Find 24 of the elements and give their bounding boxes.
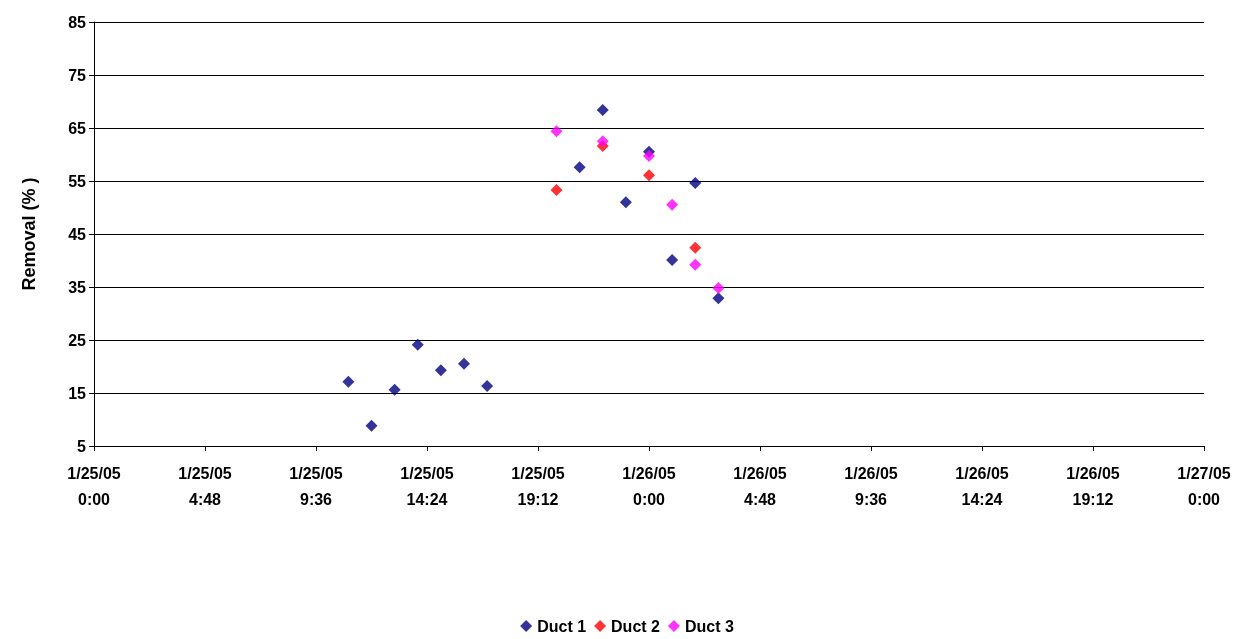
x-tick-label: 1/26/05 4:48 — [733, 464, 787, 508]
y-tick-label: 15 — [68, 384, 87, 402]
x-tick-label: 1/26/05 9:36 — [844, 464, 898, 508]
x-tick-label: 1/25/05 0:00 — [67, 464, 121, 508]
x-tick-label: 1/26/05 0:00 — [622, 464, 676, 508]
y-tick-label: 75 — [68, 66, 87, 84]
y-tick-label: 5 — [77, 437, 87, 455]
y-tick-label: 45 — [68, 225, 87, 243]
y-tick-label: 65 — [68, 119, 87, 137]
x-tick-label: 1/26/05 14:24 — [955, 464, 1009, 508]
y-tick-label: 25 — [68, 331, 87, 349]
y-axis-title: Removal (% ) — [19, 177, 39, 291]
y-tick-label: 35 — [68, 278, 87, 296]
x-tick-label: 1/27/05 0:00 — [1177, 464, 1231, 508]
legend-label: Duct 2 — [611, 617, 661, 635]
y-tick-label: 55 — [68, 172, 87, 190]
legend-label: Duct 1 — [537, 617, 587, 635]
x-tick-label: 1/25/05 14:24 — [400, 464, 454, 508]
x-tick-label: 1/25/05 4:48 — [178, 464, 232, 508]
x-tick-label: 1/26/05 19:12 — [1066, 464, 1120, 508]
legend-label: Duct 3 — [684, 617, 734, 635]
y-tick-label: 85 — [68, 13, 87, 31]
x-tick-label: 1/25/05 19:12 — [511, 464, 565, 508]
x-tick-label: 1/25/05 9:36 — [289, 464, 343, 508]
